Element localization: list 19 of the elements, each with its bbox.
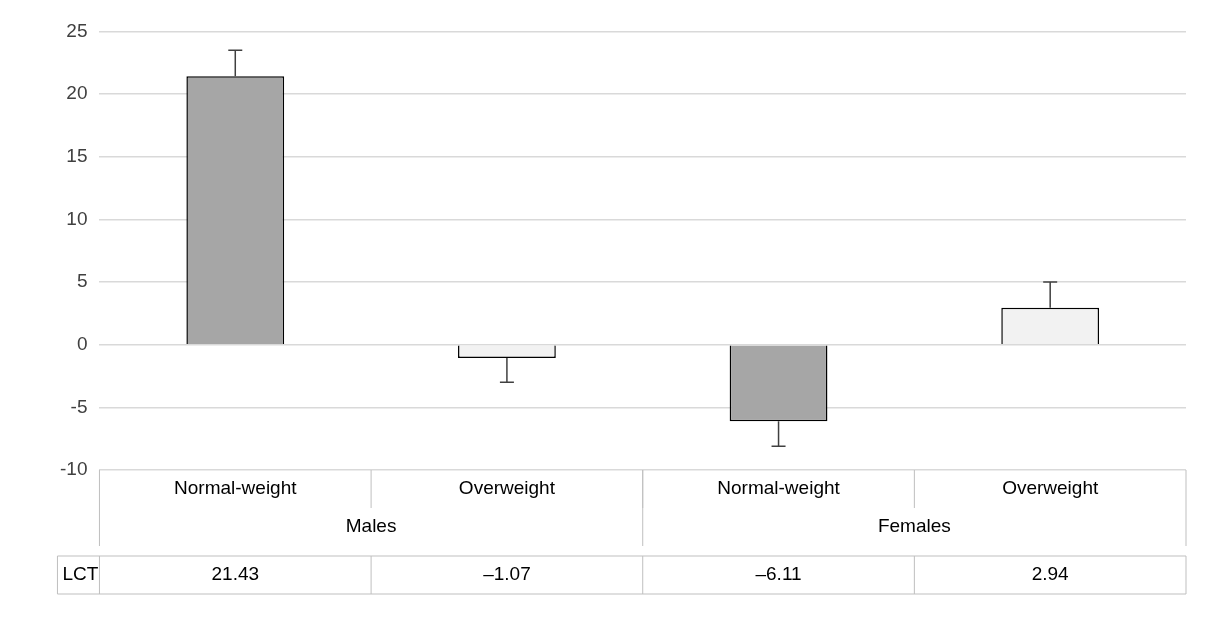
x-tick-label: Overweight bbox=[458, 477, 556, 499]
data-label: 21.43 bbox=[211, 563, 260, 585]
x-tick-label: Normal-weight bbox=[174, 477, 298, 499]
text: Males bbox=[345, 515, 397, 537]
data-label: –6.11 bbox=[755, 563, 802, 585]
x-tick-label: Overweight bbox=[1002, 477, 1099, 499]
y-tick-label: -5 bbox=[70, 395, 88, 417]
text: Females bbox=[877, 515, 951, 537]
data-label: –1.07 bbox=[483, 563, 531, 585]
y-tick-label: 5 bbox=[76, 270, 88, 292]
text: LCT bbox=[62, 563, 99, 585]
y-tick-label: 0 bbox=[76, 332, 88, 354]
y-tick-label: 15 bbox=[66, 144, 88, 166]
y-tick-label: 25 bbox=[66, 19, 88, 41]
y-tick-label: 10 bbox=[66, 207, 88, 229]
x-tick-label: Normal-weight bbox=[717, 477, 841, 499]
y-tick-label: 20 bbox=[66, 82, 88, 104]
y-tick-label: -10 bbox=[59, 458, 88, 480]
data-label: 2.94 bbox=[1031, 563, 1070, 585]
